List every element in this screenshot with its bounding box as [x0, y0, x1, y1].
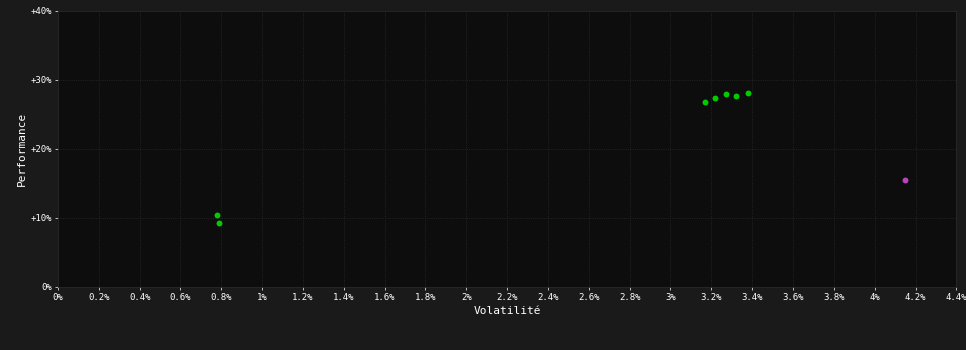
X-axis label: Volatilité: Volatilité — [473, 306, 541, 316]
Point — [708, 95, 724, 100]
Point — [210, 212, 225, 218]
Point — [718, 91, 733, 97]
Point — [728, 93, 744, 99]
Point — [740, 90, 755, 96]
Point — [697, 99, 713, 105]
Y-axis label: Performance: Performance — [16, 112, 27, 186]
Point — [897, 177, 913, 183]
Point — [212, 220, 227, 225]
